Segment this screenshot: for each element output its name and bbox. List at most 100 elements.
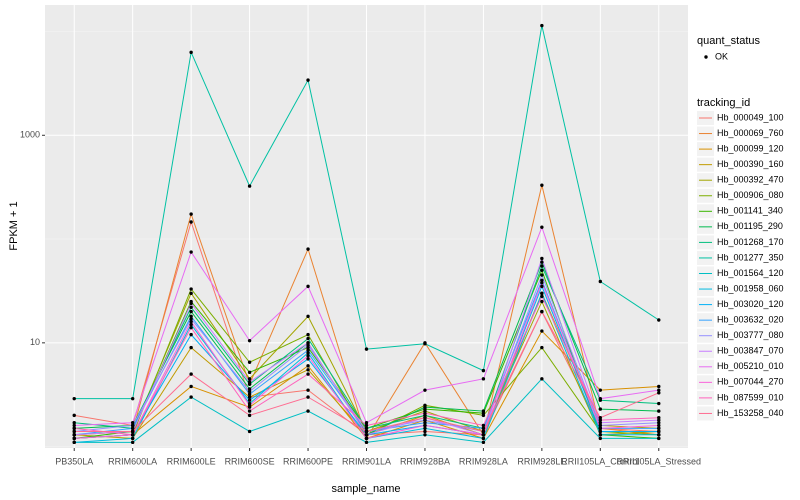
data-point	[189, 305, 193, 310]
legend-label: Hb_087599_010	[717, 392, 784, 402]
data-point	[247, 184, 252, 188]
data-point	[540, 23, 544, 28]
data-point	[306, 364, 310, 368]
data-point	[598, 433, 603, 437]
legend-title: quant_status	[697, 35, 760, 47]
legend-label: Hb_000069_760	[717, 128, 784, 138]
data-point	[364, 429, 369, 434]
data-point	[657, 409, 661, 413]
data-point	[481, 433, 486, 437]
legend-label: Hb_000906_080	[717, 190, 784, 200]
data-point	[72, 421, 76, 425]
data-point	[540, 225, 544, 229]
data-point	[306, 341, 310, 345]
data-point	[423, 423, 427, 428]
data-point	[189, 395, 193, 399]
data-point	[540, 291, 544, 296]
data-point	[598, 426, 603, 431]
legend-label: Hb_000392_470	[717, 175, 784, 185]
data-point	[364, 426, 369, 431]
data-point	[364, 423, 369, 428]
data-point	[189, 314, 193, 319]
data-point	[540, 329, 544, 333]
data-point	[247, 398, 252, 402]
data-point	[598, 423, 603, 428]
data-point	[657, 318, 661, 322]
data-point	[306, 336, 310, 341]
data-point	[306, 395, 310, 399]
data-point	[130, 433, 135, 437]
data-point	[72, 413, 76, 418]
legend-label: Hb_001268_170	[717, 237, 784, 247]
x-tick-label: RRIM600LE	[167, 456, 216, 466]
data-point	[540, 345, 544, 350]
data-point	[481, 436, 486, 441]
y-axis-title: FPKM + 1	[8, 201, 20, 250]
data-point	[598, 279, 603, 284]
data-point	[189, 317, 193, 321]
data-point	[657, 391, 661, 395]
data-point	[189, 322, 193, 327]
data-point	[657, 423, 661, 428]
data-point	[189, 250, 193, 254]
data-point	[364, 436, 369, 441]
x-tick-label: RRIM901LA	[342, 456, 391, 466]
legend-label: Hb_003020_120	[717, 299, 784, 309]
data-point	[247, 409, 252, 413]
data-point	[540, 183, 544, 187]
data-point	[481, 368, 486, 373]
data-point	[189, 220, 193, 224]
data-point	[540, 309, 544, 314]
data-point	[364, 440, 369, 445]
x-tick-label: RRIM600SE	[225, 456, 275, 466]
data-point	[540, 268, 544, 273]
data-point	[423, 405, 427, 409]
data-point	[306, 78, 310, 82]
data-point	[540, 294, 544, 299]
x-tick-label: RRIM928BA	[400, 456, 450, 466]
legend-label: Hb_000099_120	[717, 143, 784, 153]
x-tick-label: RRII105LA_Control	[561, 456, 639, 466]
legend-label: Hb_001141_340	[717, 206, 783, 216]
data-point	[306, 357, 310, 361]
data-point	[247, 429, 252, 434]
data-point	[247, 380, 252, 384]
data-point	[306, 372, 310, 376]
data-point	[540, 260, 544, 264]
data-point	[364, 347, 369, 351]
data-point	[247, 413, 252, 418]
data-point	[423, 421, 427, 425]
data-point	[306, 345, 310, 350]
data-point	[657, 418, 661, 422]
data-point	[540, 273, 544, 277]
data-point	[481, 377, 486, 381]
data-point	[306, 314, 310, 319]
data-point	[423, 342, 427, 346]
data-point	[481, 426, 486, 431]
data-point	[657, 401, 661, 406]
data-point	[130, 421, 135, 425]
data-point	[72, 396, 76, 401]
data-point	[540, 256, 544, 261]
data-point	[540, 377, 544, 381]
data-point	[247, 338, 252, 343]
data-point	[423, 411, 427, 415]
legend-title: tracking_id	[697, 97, 750, 109]
data-point	[657, 433, 661, 437]
y-tick-label: 10	[30, 337, 40, 347]
data-point	[657, 388, 661, 392]
data-point	[247, 360, 252, 364]
data-point	[364, 433, 369, 437]
legend-label: OK	[715, 51, 728, 61]
data-point	[130, 426, 135, 431]
data-point	[130, 440, 135, 445]
x-tick-label: PB350LA	[55, 456, 93, 466]
data-point	[657, 415, 661, 420]
data-point	[598, 407, 603, 411]
y-tick-label: 1000	[20, 130, 40, 140]
legend-label: Hb_007044_270	[717, 377, 784, 387]
data-point	[247, 392, 252, 396]
data-point	[481, 429, 486, 434]
data-point	[306, 388, 310, 392]
